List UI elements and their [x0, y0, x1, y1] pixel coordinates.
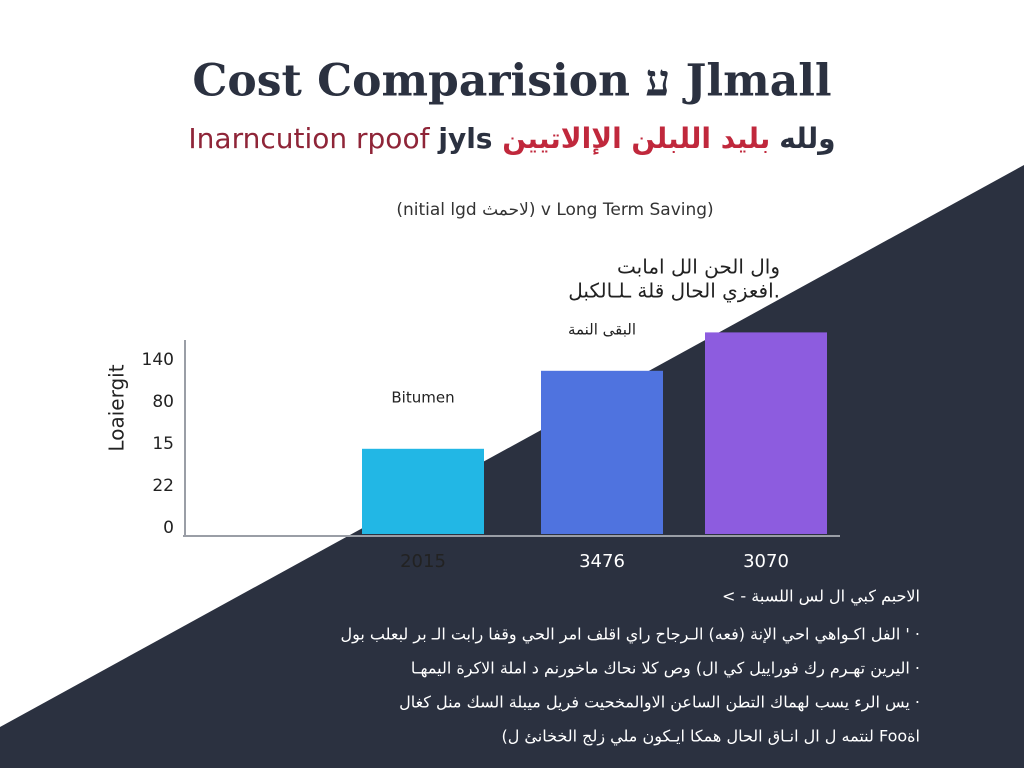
y-tick-label: 140 [142, 350, 174, 370]
bar [362, 448, 484, 534]
background-shape [0, 165, 1024, 768]
y-axis-label: Loaiergit [105, 364, 129, 451]
bar [705, 332, 827, 534]
title: Cost Comparision ע Jlmall [192, 56, 831, 107]
subtitle-part: Inarncution rpoof [188, 122, 430, 155]
y-tick-label: 22 [152, 476, 174, 496]
subtitle-part: بليد اللبلن الإالاتيين [502, 122, 770, 155]
chart-title: (nitial lgd لاحمث) v Long Term Saving) [396, 200, 713, 220]
note: (لنتمه ل ال انـاق الحال همكا ايـكون ملي … [501, 727, 920, 747]
bar [541, 370, 663, 534]
x-tick-label: 3070 [743, 551, 789, 572]
bar-label: البقى النمة [568, 321, 636, 339]
note: يس الرء يسب لهماك التطن الساعن الاوالمخح… [399, 693, 920, 713]
annotation: وال الحن الل امابت [617, 255, 780, 279]
y-tick-label: 0 [163, 518, 174, 538]
note: < - الاحبم كبي ال لس اللسبة [722, 587, 920, 607]
bar-label: Bitumen [391, 389, 454, 407]
x-tick-label: 3476 [579, 551, 625, 572]
note: الفل اكـواهي احي الإنة (فعه) الـرجاح راي… [340, 625, 920, 645]
subtitle: Inarncution rpoof jyls ولله بليد اللبلن … [188, 122, 835, 155]
note: اليرين تهـرم رك فوراييل كي ال) وص كلا نح… [411, 659, 920, 679]
annotation: افعزي الحال قلة ـلـالكبل. [568, 279, 780, 304]
y-tick-label: 80 [152, 392, 174, 412]
x-tick-label: 2015 [400, 551, 446, 572]
y-tick-label: 15 [152, 434, 174, 454]
